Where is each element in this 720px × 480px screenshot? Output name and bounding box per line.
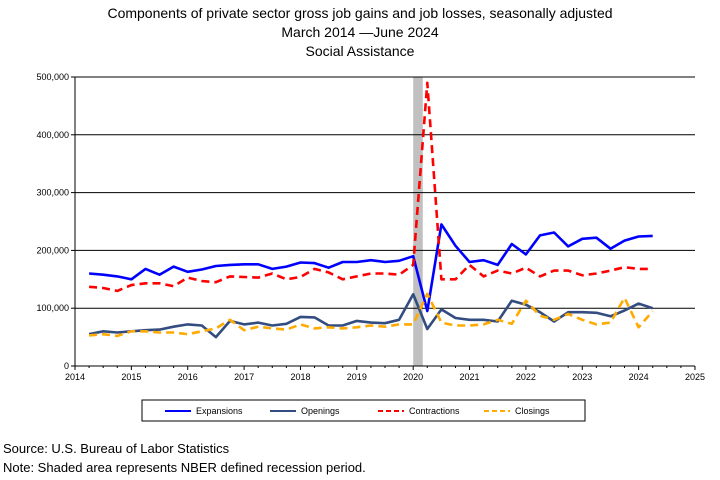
recession-band [413, 77, 423, 366]
legend: Expansions Openings Contractions Closings [141, 399, 586, 422]
x-tick-label: 2024 [629, 372, 649, 382]
y-tick-label: 500,000 [36, 72, 69, 82]
chart-subtitle-category: Social Assistance [306, 43, 415, 59]
x-tick-label: 2021 [460, 372, 480, 382]
y-tick-label: 300,000 [36, 188, 69, 198]
x-tick-label: 2019 [347, 372, 367, 382]
legend-label-openings: Openings [301, 406, 340, 416]
legend-box [141, 399, 586, 422]
recession-note: Note: Shaded area represents NBER define… [3, 460, 366, 475]
chart-subtitle-range: March 2014 —June 2024 [281, 24, 438, 40]
series-line-openings [88, 292, 654, 339]
chart-title: Components of private sector gross job g… [107, 5, 612, 21]
legend-label-contractions: Contractions [409, 406, 460, 416]
y-tick-label: 200,000 [36, 245, 69, 255]
y-tick-label: 400,000 [36, 130, 69, 140]
x-tick-label: 2018 [290, 372, 310, 382]
series-line-contractions [88, 81, 653, 293]
x-tick-label: 2022 [516, 372, 536, 382]
y-tick-label: 0 [64, 361, 69, 371]
x-tick-label: 2017 [234, 372, 254, 382]
legend-label-closings: Closings [515, 406, 550, 416]
plot-area: 0 100,000 200,000 300,000 400,000 500,000 2014… [36, 72, 705, 382]
x-tick-label: 2014 [65, 372, 85, 382]
x-tick-label: 2023 [572, 372, 592, 382]
y-tick-label: 100,000 [36, 303, 69, 313]
source-note: Source: U.S. Bureau of Labor Statistics [3, 441, 230, 456]
legend-label-expansions: Expansions [196, 406, 243, 416]
series-line-closings [88, 292, 654, 338]
x-tick-label: 2020 [403, 372, 423, 382]
x-tick-label: 2025 [685, 372, 705, 382]
x-tick-label: 2015 [121, 372, 141, 382]
x-tick-label: 2016 [178, 372, 198, 382]
series-line-expansions [88, 223, 653, 313]
